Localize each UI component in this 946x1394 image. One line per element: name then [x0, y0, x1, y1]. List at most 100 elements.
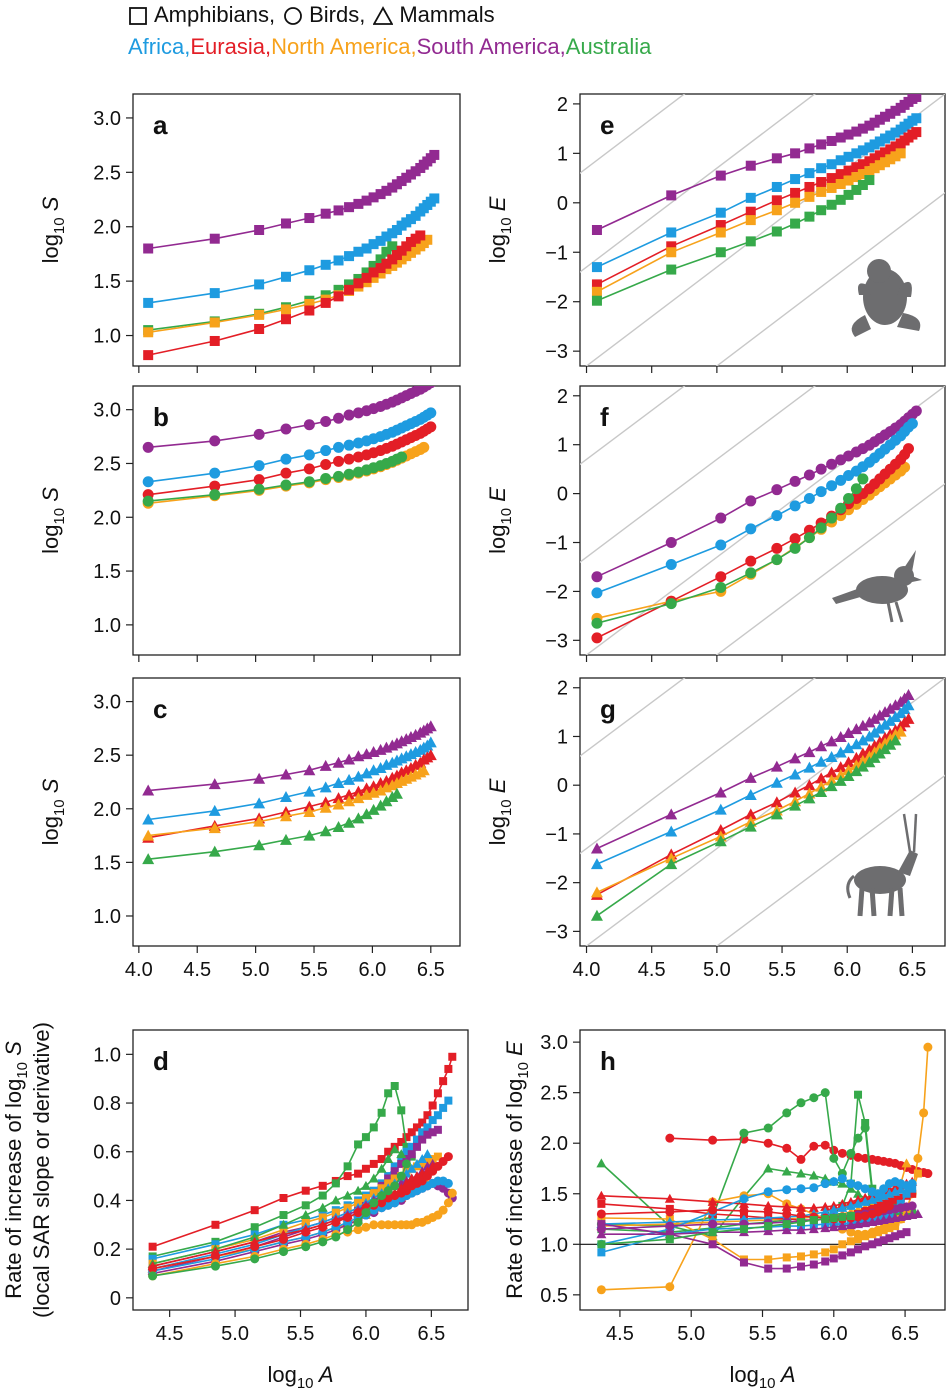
data-point-square: [381, 264, 392, 275]
data-point-square: [591, 286, 602, 297]
y-tick-label: 1.0: [93, 1044, 121, 1066]
x-tick-label: 4.0: [573, 959, 601, 981]
x-tick-label: 5.5: [768, 959, 796, 981]
data-point-square: [890, 127, 901, 138]
y-tick-label: 0.4: [93, 1190, 121, 1212]
data-point-square: [390, 1167, 399, 1176]
y-tick-label: 3.0: [93, 692, 121, 714]
data-point-square: [851, 172, 862, 183]
data-point-circle: [913, 1153, 923, 1163]
data-point-square: [384, 1147, 393, 1156]
data-point-circle: [796, 1098, 806, 1108]
data-point-circle: [923, 1169, 933, 1179]
data-point-circle: [789, 533, 801, 545]
data-point-square: [375, 235, 386, 246]
data-point-circle: [715, 539, 727, 551]
data-point-circle: [846, 1179, 856, 1189]
data-point-circle: [303, 463, 315, 475]
data-point-circle: [396, 451, 408, 463]
data-point-circle: [745, 567, 757, 579]
data-point-square: [874, 136, 885, 147]
data-point-circle: [665, 1207, 675, 1217]
data-point-triangle: [803, 792, 816, 804]
x-tick-label: 5.0: [221, 1323, 249, 1345]
data-point-square: [418, 1128, 427, 1137]
data-point-triangle: [279, 768, 292, 780]
series-line-AU: [596, 478, 864, 624]
data-point-triangle: [352, 785, 365, 797]
data-point-triangle: [352, 812, 365, 824]
panel-letter: f: [600, 402, 609, 432]
x-tick-label: 5.0: [677, 1323, 705, 1345]
data-point-square: [854, 1235, 863, 1244]
data-point-square: [796, 1252, 805, 1261]
data-point-square: [790, 197, 801, 208]
panel-e: −3 −2 −1 0 1 2 e log10 E: [485, 93, 946, 373]
data-point-square: [771, 205, 782, 216]
circle-legend-icon: [284, 7, 302, 26]
y-tick-label: 1.0: [93, 615, 121, 637]
data-point-triangle: [208, 804, 221, 816]
data-point-triangle: [208, 778, 221, 790]
data-point-triangle: [596, 1229, 607, 1239]
x-tick-label: 4.5: [638, 959, 666, 981]
data-point-square: [301, 1201, 310, 1210]
data-point-triangle: [795, 1225, 806, 1235]
data-point-triangle: [300, 1210, 311, 1220]
data-point-triangle: [808, 1170, 819, 1180]
data-point-circle: [739, 1194, 749, 1204]
data-point-square: [885, 1224, 894, 1233]
data-point-square: [343, 1172, 352, 1181]
data-point-triangle: [901, 1158, 912, 1168]
data-point-circle: [803, 469, 815, 481]
data-point-square: [304, 305, 315, 316]
data-point-triangle: [319, 825, 332, 837]
data-point-triangle: [795, 1202, 806, 1212]
data-point-triangle: [770, 796, 783, 808]
data-point-square: [708, 1228, 717, 1237]
y-tick-label: 0: [557, 484, 568, 506]
data-point-triangle: [332, 756, 345, 768]
data-point-square: [896, 1230, 905, 1239]
data-point-circle: [361, 1208, 371, 1218]
y-tick-label: −2: [545, 581, 568, 603]
data-point-circle: [303, 449, 315, 461]
panel-g: −3 −2 −1 0 1 2 4.0 4.5 5.0 5.5 6.0 6.5 g log10 E: [485, 677, 946, 981]
data-point-circle: [377, 1198, 387, 1208]
data-point-square: [890, 151, 901, 162]
panel-letter: h: [600, 1046, 616, 1076]
data-point-square: [782, 1253, 791, 1262]
data-point-triangle: [353, 1185, 364, 1195]
data-point-triangle: [842, 756, 855, 768]
y-tick-label: 1.0: [93, 906, 121, 928]
data-point-triangle: [808, 1202, 819, 1212]
data-point-circle: [860, 1184, 870, 1194]
reference-line: [580, 386, 686, 466]
triangle-legend-icon: [373, 6, 394, 26]
x-tick-label: 4.0: [125, 959, 153, 981]
data-point-square: [407, 1142, 416, 1151]
data-point-square: [874, 114, 885, 125]
data-point-circle: [771, 554, 783, 566]
data-point-square: [143, 350, 154, 361]
data-point-square: [864, 156, 875, 167]
data-point-triangle: [842, 769, 855, 781]
data-point-square: [873, 1201, 882, 1210]
data-point-triangle: [853, 1188, 864, 1198]
bird-icon: [832, 550, 922, 623]
panel-letter: d: [153, 1046, 169, 1076]
data-point-square: [353, 278, 364, 289]
x-tick-label: 6.0: [833, 959, 861, 981]
data-point-square: [344, 284, 355, 295]
data-point-triangle: [142, 784, 155, 796]
data-point-triangle: [873, 722, 886, 734]
data-point-square: [843, 175, 854, 186]
data-point-triangle: [319, 759, 332, 771]
data-point-square: [368, 267, 379, 278]
data-point-square: [857, 179, 868, 190]
data-point-square: [826, 135, 837, 146]
y-tick-label: 0.8: [93, 1093, 121, 1115]
data-point-square: [902, 1228, 911, 1237]
data-point-square: [908, 1189, 917, 1198]
data-point-triangle: [279, 790, 292, 802]
